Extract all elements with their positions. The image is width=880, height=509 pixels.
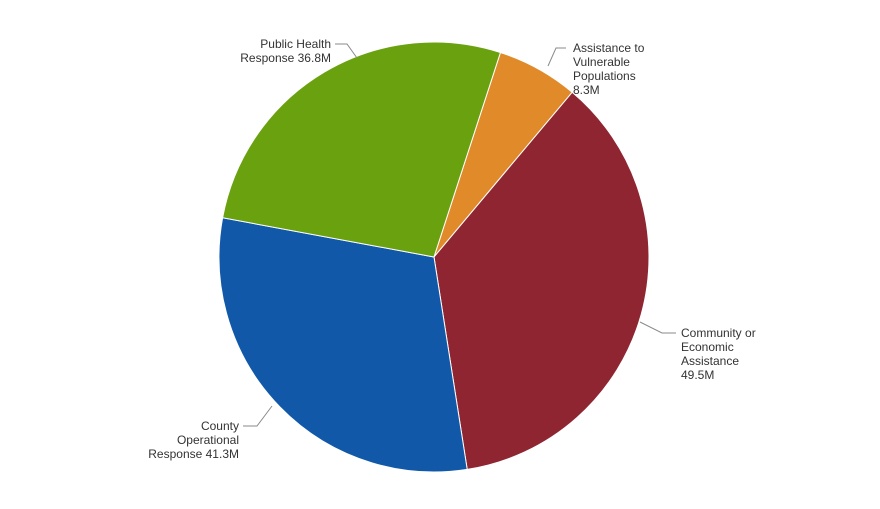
pie-label-line: Community or: [681, 326, 756, 340]
pie-label-line: Economic: [681, 340, 734, 354]
pie-label-county-operational: County Operational Response 41.3M: [148, 419, 239, 461]
pie-label-line: Operational: [177, 433, 239, 447]
pie-label-line: Response 36.8M: [240, 51, 331, 65]
leader-line-public-health: [335, 43, 358, 59]
pie-label-line: Vulnerable: [573, 55, 630, 69]
pie-slices: [218, 41, 650, 473]
pie-label-line: Public Health: [260, 37, 331, 51]
leader-line-county-operational: [243, 405, 273, 427]
leader-line-community-economic: [639, 321, 676, 334]
pie-label-public-health: Public Health Response 36.8M: [240, 37, 331, 65]
pie-label-line: Populations: [573, 69, 636, 83]
pie-label-line: Assistance: [681, 354, 739, 368]
pie-label-line: Assistance to: [573, 41, 645, 55]
pie-slice-public-health[interactable]: [222, 41, 502, 258]
pie-label-line: 8.3M: [573, 83, 600, 97]
pie-label-community-economic: Community or Economic Assistance 49.5M: [681, 326, 756, 382]
pie-label-line: Response 41.3M: [148, 447, 239, 461]
pie-slice-community-economic[interactable]: [433, 91, 650, 470]
pie-label-line: County: [201, 419, 239, 433]
pie-leader-lines: [243, 43, 676, 427]
pie-label-line: 49.5M: [681, 368, 714, 382]
leader-line-assistance-vulnerable: [547, 47, 566, 67]
pie-label-assistance-vulnerable: Assistance to Vulnerable Populations 8.3M: [573, 41, 645, 97]
pie-slice-county-operational[interactable]: [218, 217, 468, 473]
pie-labels: Assistance to Vulnerable Populations 8.3M Co…: [148, 37, 755, 461]
